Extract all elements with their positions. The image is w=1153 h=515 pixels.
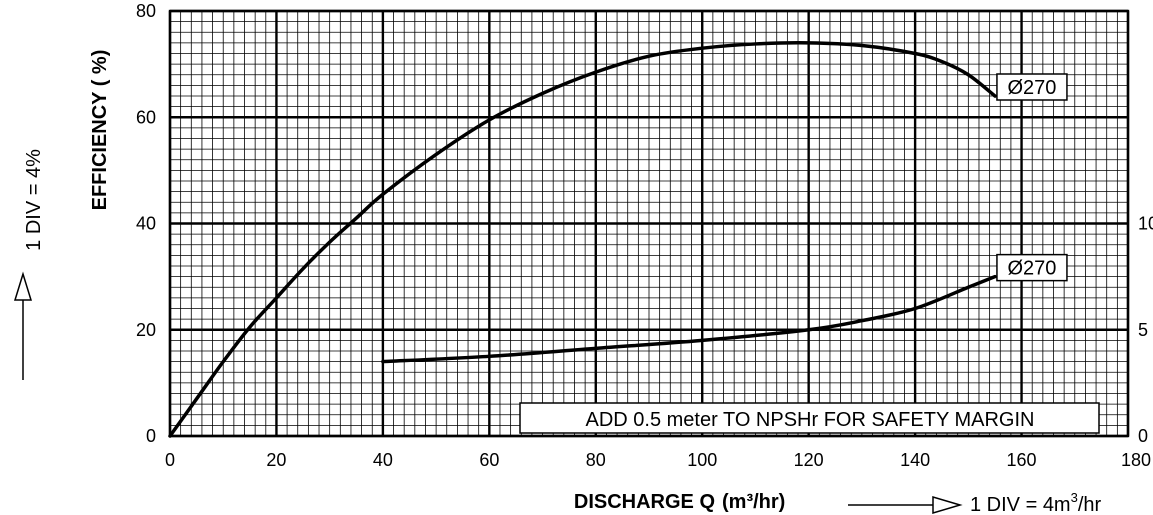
y-div-label: 1 DIV = 4% [23, 149, 45, 251]
curve-label: Ø270 [1007, 77, 1056, 99]
x-tick-label: 100 [687, 450, 717, 470]
right-tick-label: 5 [1138, 320, 1148, 340]
x-tick-label: 40 [373, 450, 393, 470]
y-tick-labels: 0 20 40 60 80 [136, 1, 156, 446]
x-div-label: 1 DIV = 4m3/hr [970, 490, 1102, 515]
x-tick-label: 0 [165, 450, 175, 470]
grid [168, 9, 1130, 438]
curve-label-box [996, 73, 1068, 101]
npshr-safety-note: ADD 0.5 meter TO NPSHr FOR SAFETY MARGIN [586, 409, 1035, 431]
y-tick-label: 20 [136, 320, 156, 340]
right-tick-labels: 0 5 10 [1138, 214, 1153, 447]
curve-label: Ø270 [1007, 258, 1056, 280]
y-tick-label: 0 [146, 426, 156, 446]
y-tick-label: 40 [136, 214, 156, 234]
up-arrow-icon [13, 271, 33, 301]
plot-frame [168, 9, 1130, 438]
y-div-note: 1 DIV = 4% [13, 149, 45, 380]
curves: Ø270 Ø270 [168, 41, 1068, 438]
right-arrow-icon [932, 495, 963, 515]
npshr-curve [381, 274, 997, 364]
x-div-note: 1 DIV = 4m3/hr [848, 490, 1102, 515]
y-axis-title: EFFICIENCY ( %) [89, 50, 111, 211]
y-tick-label: 60 [136, 107, 156, 127]
right-tick-label: 10 [1138, 214, 1153, 234]
x-tick-label: 160 [1007, 450, 1037, 470]
x-tick-label: 140 [900, 450, 930, 470]
x-axis-title: DISCHARGE Q [574, 491, 715, 513]
x-tick-label: 180 [1121, 450, 1151, 470]
x-tick-label: 20 [266, 450, 286, 470]
x-tick-label: 80 [586, 450, 606, 470]
x-tick-labels: 0 20 40 60 80 100 120 140 160 180 [165, 450, 1151, 470]
curve-label-box [996, 253, 1068, 282]
x-axis-unit: (m³/hr) [722, 491, 785, 513]
x-tick-label: 60 [479, 450, 499, 470]
right-tick-label: 0 [1138, 426, 1148, 446]
x-tick-label: 120 [794, 450, 824, 470]
efficiency-curve [168, 41, 997, 438]
annotation-box: ADD 0.5 meter TO NPSHr FOR SAFETY MARGIN [519, 402, 1100, 434]
y-tick-label: 80 [136, 1, 156, 21]
x-axis-title-main: DISCHARGE Q [574, 491, 715, 513]
